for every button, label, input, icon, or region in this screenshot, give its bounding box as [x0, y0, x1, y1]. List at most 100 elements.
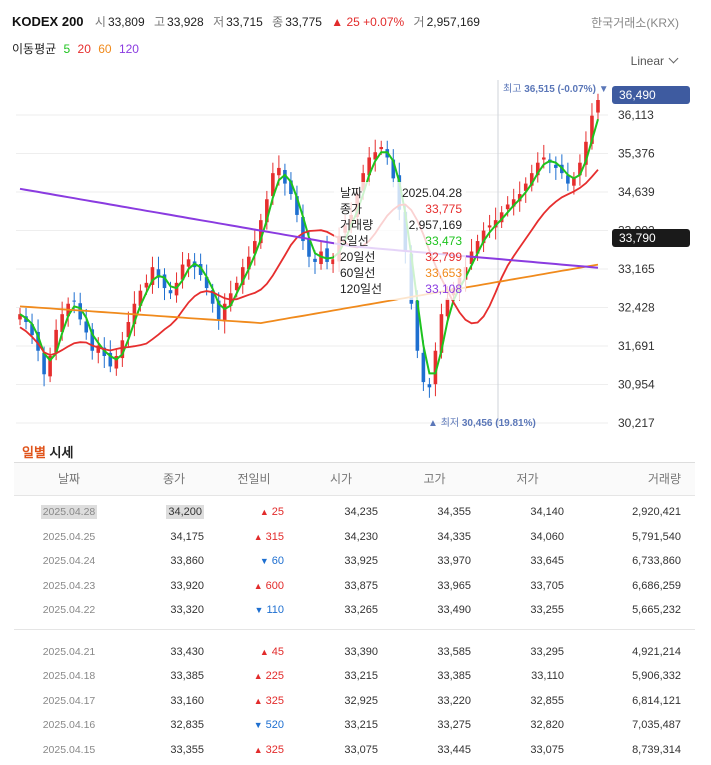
cell-high: 34,355 — [437, 506, 471, 519]
up-triangle-icon: ▲ — [253, 695, 263, 706]
cell-high: 33,490 — [437, 604, 471, 617]
y-tick-label: 31,691 — [618, 339, 655, 353]
tooltip-label: 120일선 — [340, 282, 382, 296]
candle-body — [30, 324, 34, 336]
cell-change: ▲ 600 — [253, 579, 284, 592]
candle-body — [283, 170, 287, 184]
candle-body — [277, 167, 281, 176]
cell-change: ▲ 25 — [259, 506, 284, 519]
candle-body — [204, 277, 209, 289]
table-header: 날짜 종가 전일비 시가 고가 저가 거래량 — [14, 462, 695, 496]
cell-open: 33,215 — [344, 670, 378, 683]
tooltip-value: 33,473 — [425, 234, 462, 248]
candle-body — [198, 264, 203, 276]
candle-body — [90, 329, 95, 351]
section-title-rest: 시세 — [45, 445, 74, 460]
cell-high: 33,965 — [437, 579, 471, 592]
last-price-tag — [612, 86, 690, 104]
table-row: 2025.04.22 33,320 ▼ 110 33,265 33,490 33,255 5,… — [14, 598, 695, 623]
up-triangle-icon: ▲ — [253, 744, 263, 755]
y-tick-label: 33,165 — [618, 262, 655, 276]
down-triangle-icon: ▼ — [259, 556, 269, 567]
candle-body — [541, 157, 546, 160]
tooltip-box — [334, 182, 466, 300]
candle-body — [48, 355, 52, 377]
tooltip-value: 32,799 — [425, 250, 462, 264]
tooltip-label: 거래량 — [340, 218, 373, 232]
cell-low: 34,060 — [530, 530, 564, 543]
table-row: 2025.04.18 33,385 ▲ 225 33,215 33,385 33,110 5,… — [14, 664, 695, 689]
down-triangle-icon: ▼ — [254, 605, 264, 616]
candle-body — [108, 352, 113, 367]
tooltip-label: 20일선 — [340, 250, 375, 264]
cell-change: ▼ 520 — [253, 719, 284, 732]
cell-open: 33,075 — [344, 743, 378, 756]
cell-volume: 7,035,487 — [632, 719, 681, 732]
y-tick-label: 34,639 — [618, 185, 655, 199]
section-title-accent: 일별 — [22, 445, 46, 460]
high-label: 고 — [153, 15, 166, 29]
close-label: 종 — [272, 15, 284, 29]
cell-low: 33,295 — [530, 645, 564, 658]
cell-high: 33,970 — [437, 555, 471, 568]
open-label: 시 — [94, 15, 106, 29]
candle-body — [313, 258, 317, 262]
candle-body — [584, 141, 588, 165]
price-chart[interactable]: 36,11335,37634,63933,90233,16532,42831,6… — [0, 70, 711, 435]
ma60-legend[interactable]: 60 — [98, 42, 112, 56]
candle-body — [572, 178, 576, 186]
candle-body — [289, 180, 293, 195]
ma120-legend[interactable]: 120 — [118, 42, 139, 56]
cell-open: 32,925 — [344, 694, 378, 707]
candle-body — [566, 175, 570, 184]
candle-body — [126, 322, 131, 338]
ma20-legend[interactable]: 20 — [77, 42, 91, 56]
cell-change: ▲ 315 — [253, 530, 284, 543]
ma20-line — [19, 169, 599, 357]
cell-close: 34,175 — [170, 530, 204, 543]
cell-date: 2025.04.28 — [40, 505, 98, 520]
cell-change: ▼ 60 — [259, 555, 284, 568]
cell-date: 2025.04.22 — [42, 604, 96, 617]
candle-body — [60, 314, 64, 332]
candle-body — [234, 282, 239, 291]
cell-low: 33,645 — [530, 555, 564, 568]
candle-body — [415, 300, 420, 351]
cell-open: 34,230 — [344, 530, 378, 543]
cell-low: 33,705 — [530, 579, 564, 592]
header-date: 날짜 — [57, 472, 81, 486]
scale-dropdown[interactable]: Linear — [631, 53, 679, 68]
daily-price-table: 날짜 종가 전일비 시가 고가 저가 거래량 2025.04.28 34,200 ▲… — [14, 462, 695, 765]
cell-low: 32,820 — [530, 719, 564, 732]
y-tick-label: 32,428 — [618, 301, 655, 315]
candle-body — [216, 300, 221, 320]
candle-body — [96, 345, 101, 353]
table-row: 2025.04.17 33,160 ▲ 325 32,925 33,220 32,855 6,… — [14, 689, 695, 714]
cell-open: 33,265 — [344, 604, 378, 617]
daily-section-title: 일별 시세 — [22, 442, 73, 461]
candle-body — [433, 350, 438, 385]
candle-body — [240, 267, 245, 285]
cell-high: 33,585 — [437, 645, 471, 658]
candle-body — [523, 183, 528, 191]
candle-body — [511, 199, 516, 207]
cell-low: 32,855 — [530, 694, 564, 707]
table-row: 2025.04.21 33,430 ▲ 45 33,390 33,585 33,295 4,9… — [14, 640, 695, 665]
ma120-line — [19, 187, 599, 269]
cell-low: 33,110 — [531, 670, 564, 683]
cell-low: 34,140 — [530, 506, 564, 519]
cell-volume: 5,906,332 — [632, 670, 681, 683]
candle-body — [487, 225, 492, 228]
candle-body — [72, 300, 76, 302]
y-tick-label: 30,954 — [618, 378, 655, 392]
ma5-line — [19, 118, 599, 375]
cell-volume: 2,920,421 — [632, 506, 681, 519]
candle-body — [439, 314, 444, 353]
candle-body — [186, 259, 191, 267]
tooltip-label: 5일선 — [340, 234, 369, 248]
candle-body — [475, 241, 480, 254]
cell-volume: 6,814,121 — [632, 694, 681, 707]
candle-body — [469, 251, 474, 265]
ma5-legend[interactable]: 5 — [63, 42, 71, 56]
candle-body — [246, 256, 251, 270]
